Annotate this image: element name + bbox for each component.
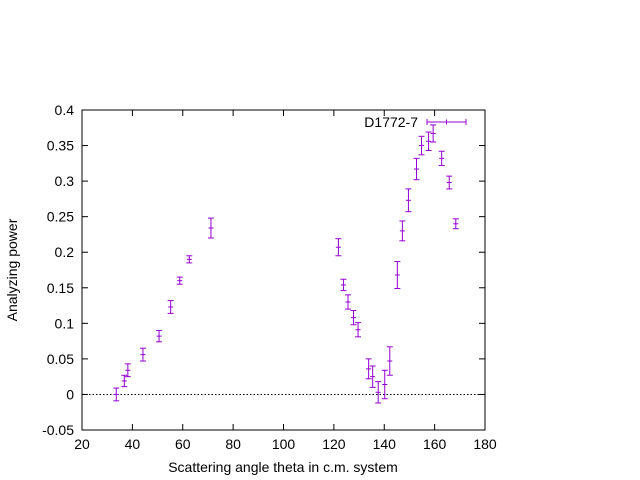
data-point (207, 217, 214, 239)
x-tick-label: 140 (373, 436, 397, 452)
y-tick-label: 0.3 (55, 173, 75, 189)
data-point (394, 260, 401, 289)
legend-sample (426, 119, 467, 125)
y-tick-label: -0.05 (42, 422, 74, 438)
data-point (344, 294, 351, 310)
y-axis-label: Analyzing power (4, 218, 20, 321)
data-point (405, 188, 412, 213)
x-tick-label: 120 (322, 436, 346, 452)
x-tick-label: 60 (175, 436, 191, 452)
y-tick-label: 0.4 (55, 102, 75, 118)
x-tick-label: 40 (125, 436, 141, 452)
data-point (139, 347, 146, 362)
data-point (438, 150, 445, 166)
x-tick-label: 20 (74, 436, 90, 452)
data-point (355, 322, 362, 338)
x-tick-label: 160 (423, 436, 447, 452)
y-tick-label: 0 (66, 386, 74, 402)
y-tick-label: 0.05 (47, 351, 74, 367)
data-point (425, 131, 432, 152)
plot-frame (81, 109, 486, 431)
data-point (381, 369, 388, 400)
data-point (369, 365, 376, 388)
y-tick-label: 0.1 (55, 315, 75, 331)
x-tick-label: 100 (272, 436, 296, 452)
data-point (113, 387, 120, 402)
data-point (418, 135, 425, 156)
data-point (399, 220, 406, 242)
data-point (375, 381, 382, 404)
ticks-layer (81, 109, 486, 431)
tick-labels-layer: 20 40 60 80 100 120 140 160 180 -0.05 0 0.05 0.1 0.15… (42, 102, 497, 452)
data-point (176, 276, 183, 285)
x-tick-label: 80 (225, 436, 241, 452)
x-axis-label: Scattering angle theta in c.m. system (168, 459, 398, 475)
data-point (124, 363, 131, 378)
data-point (156, 329, 163, 343)
data-point (365, 358, 372, 380)
data-point (350, 310, 357, 326)
x-tick-label: 180 (473, 436, 497, 452)
data-point (121, 374, 128, 388)
y-tick-label: 0.35 (47, 138, 74, 154)
legend-label: D1772-7 (364, 114, 418, 130)
data-point (452, 218, 459, 230)
data-point (186, 255, 193, 264)
data-point (340, 278, 347, 292)
y-tick-label: 0.2 (55, 244, 75, 260)
data-points-layer (113, 124, 459, 404)
data-point (386, 346, 393, 376)
data-point (446, 175, 453, 190)
data-point (413, 157, 420, 181)
y-tick-label: 0.25 (47, 209, 74, 225)
legend: D1772-7 (364, 114, 467, 130)
data-point (430, 124, 437, 143)
data-point (167, 300, 174, 314)
y-tick-label: 0.15 (47, 280, 74, 296)
data-point (335, 238, 342, 257)
